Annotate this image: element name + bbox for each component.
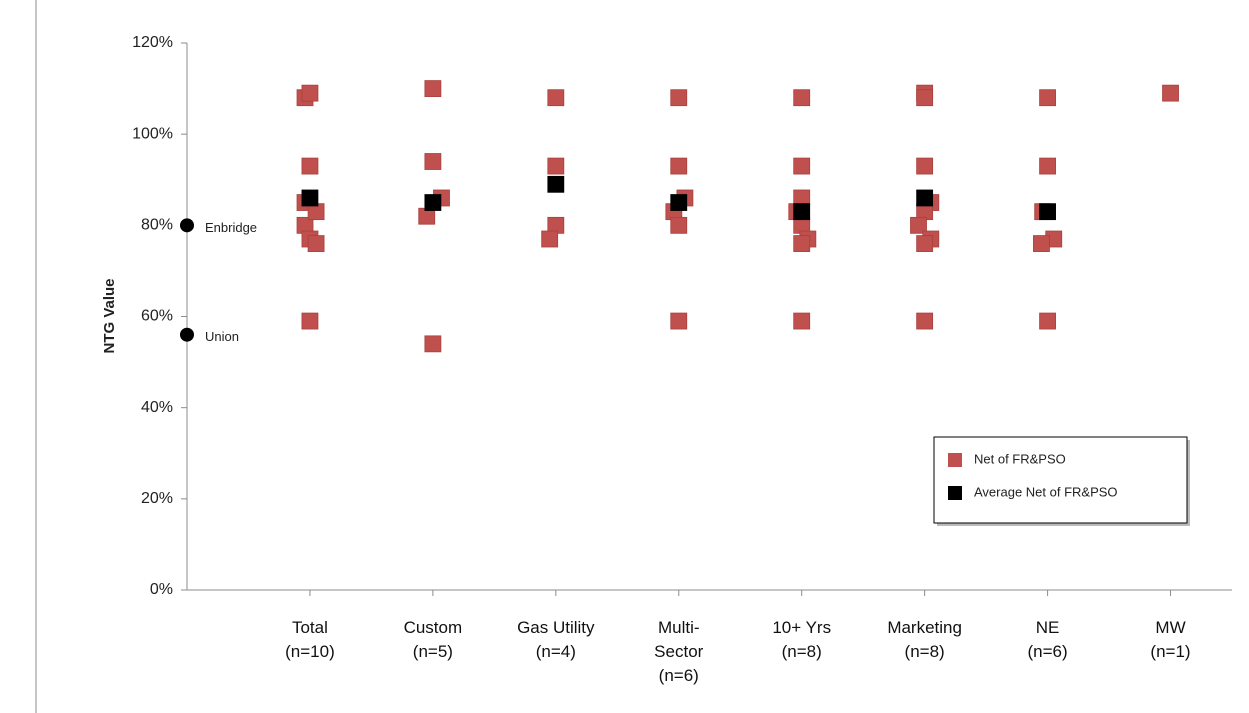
reference-label: Enbridge — [205, 220, 257, 235]
point — [916, 235, 934, 252]
legend-box — [933, 436, 1188, 524]
point — [793, 312, 811, 330]
point — [670, 216, 688, 234]
point — [547, 175, 565, 193]
point — [424, 153, 442, 170]
point — [793, 157, 811, 175]
y-tick-label: 20% — [141, 490, 173, 507]
reference-point — [180, 327, 194, 342]
legend-label: Average Net of FR&PSO — [974, 484, 1118, 499]
y-tick-label: 40% — [141, 399, 173, 416]
x-tick-label: Marketing (n=8) — [887, 618, 962, 661]
point — [541, 230, 559, 248]
point — [301, 312, 319, 330]
point — [916, 312, 934, 330]
point — [670, 194, 688, 211]
point — [793, 203, 811, 221]
point — [916, 189, 934, 207]
point — [301, 189, 319, 207]
point — [916, 89, 934, 107]
point — [424, 194, 442, 211]
x-tick-label: Gas Utility (n=4) — [517, 618, 595, 661]
point — [916, 157, 934, 175]
x-tick-label: Total (n=10) — [285, 618, 335, 661]
chart-frame — [35, 0, 37, 713]
x-tick-label: Multi- Sector (n=6) — [654, 618, 704, 685]
legend-swatch — [948, 486, 962, 500]
point — [670, 89, 688, 107]
x-tick-label: MW (n=1) — [1150, 618, 1191, 661]
point — [424, 80, 442, 97]
point — [301, 157, 319, 175]
y-tick-label: 120% — [132, 34, 173, 51]
point — [1039, 89, 1056, 107]
x-tick-label: Custom (n=5) — [403, 618, 463, 661]
point — [1039, 203, 1056, 221]
point — [670, 157, 688, 175]
y-tick-label: 100% — [132, 125, 173, 142]
y-axis-label: NTG Value — [101, 278, 118, 353]
y-tick-label: 60% — [141, 308, 173, 325]
legend-label: Net of FR&PSO — [974, 451, 1066, 466]
x-tick-label: NE (n=6) — [1027, 618, 1068, 661]
point — [307, 235, 325, 252]
reference-label: Union — [205, 329, 239, 344]
point — [1039, 157, 1056, 175]
x-tick-label: 10+ Yrs (n=8) — [772, 618, 832, 661]
legend-swatch — [948, 453, 962, 467]
point — [547, 89, 565, 107]
reference-point — [180, 218, 194, 233]
y-tick-label: 80% — [141, 217, 173, 234]
y-tick-label: 0% — [150, 581, 173, 598]
point — [424, 335, 442, 353]
point — [793, 235, 811, 252]
point — [1039, 312, 1056, 330]
point — [910, 216, 927, 234]
point — [670, 312, 688, 330]
point — [1033, 235, 1050, 252]
point — [793, 89, 811, 107]
point — [547, 157, 565, 175]
point — [1162, 84, 1179, 102]
point — [301, 84, 319, 102]
